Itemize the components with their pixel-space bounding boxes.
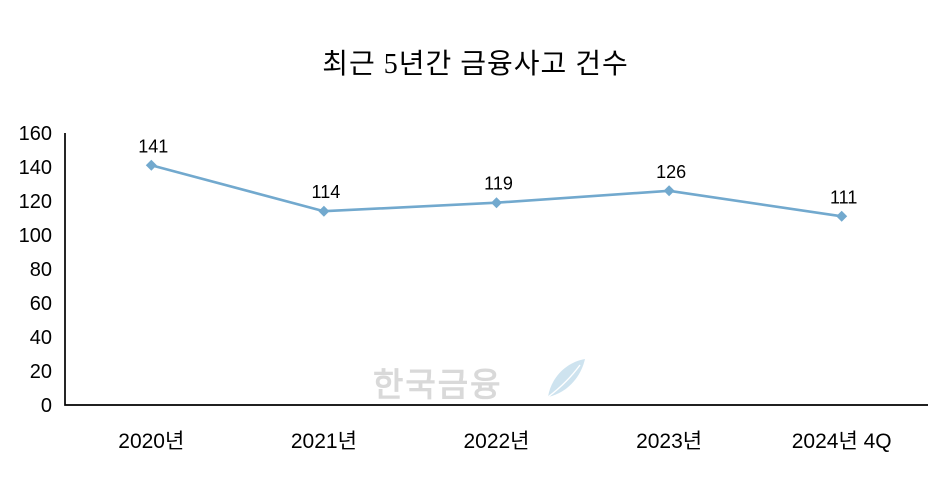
- axes: [64, 133, 928, 406]
- x-category-label: 2022년: [463, 430, 529, 453]
- watermark-feather-icon: [548, 359, 585, 397]
- y-tick-label: 120: [19, 191, 52, 213]
- x-category-label: 2020년: [118, 430, 184, 453]
- data-point-marker: [663, 185, 675, 197]
- data-point-label: 111: [830, 187, 857, 207]
- y-tick-label: 80: [30, 259, 52, 281]
- x-category-label: 2023년: [636, 430, 702, 453]
- data-point-marker: [491, 197, 502, 209]
- y-tick-label: 100: [19, 225, 52, 247]
- y-tick-label: 140: [19, 157, 52, 179]
- data-point-marker: [836, 210, 848, 222]
- y-tick-label: 60: [30, 293, 52, 315]
- x-category-label: 2024년 4Q: [792, 430, 892, 453]
- y-tick-label: 0: [41, 395, 52, 417]
- watermark-feather-vein: [547, 364, 581, 398]
- chart-title: 최근 5년간 금융사고 건수: [322, 49, 629, 80]
- data-point-label: 126: [656, 162, 686, 182]
- data-point-marker: [318, 205, 330, 217]
- data-point-label: 114: [312, 182, 341, 202]
- y-tick-label: 40: [30, 327, 52, 349]
- x-category-label: 2021년: [291, 430, 357, 453]
- y-tick-label: 160: [19, 123, 52, 145]
- data-point-label: 141: [138, 136, 168, 156]
- data-point-marker: [145, 159, 157, 171]
- data-point-label: 119: [484, 174, 513, 194]
- y-tick-label: 20: [30, 361, 52, 383]
- watermark-text: 한국금융: [373, 366, 502, 403]
